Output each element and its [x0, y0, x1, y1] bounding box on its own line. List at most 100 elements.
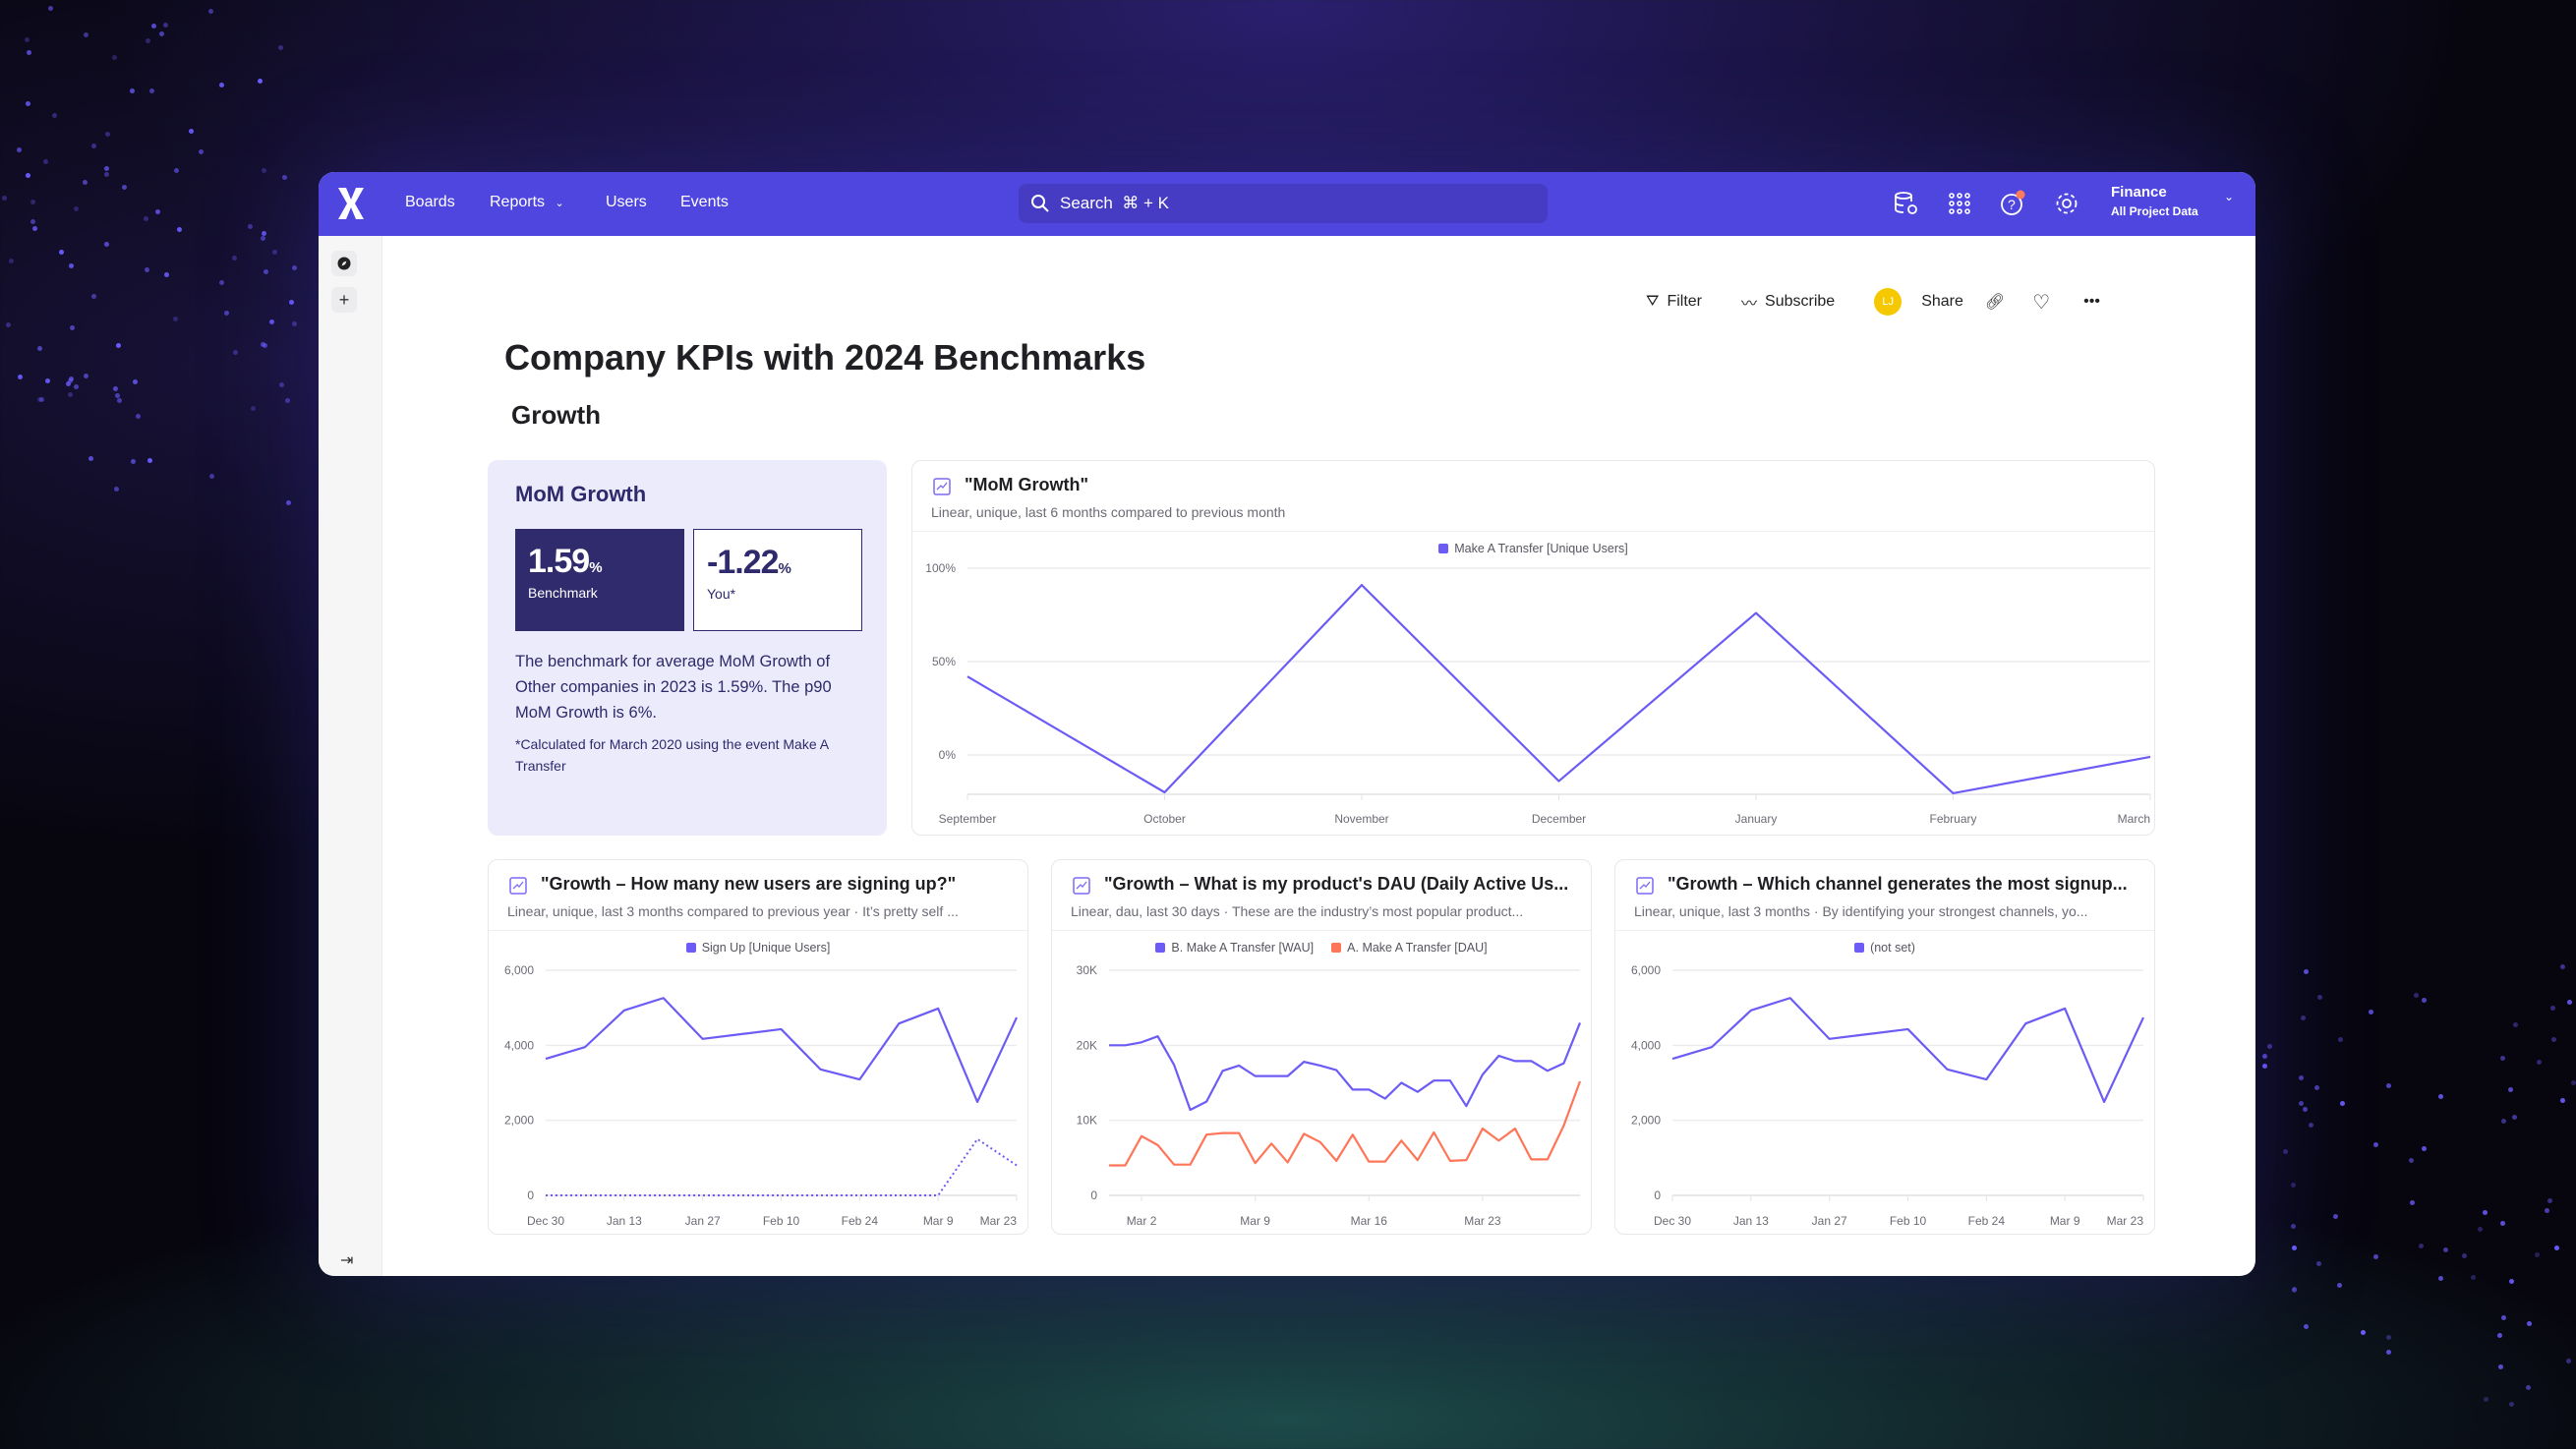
particle	[2483, 1396, 2488, 1402]
nav-users[interactable]: Users	[606, 194, 647, 210]
app-window: Boards Reports ⌄ Users Events Search ⌘ +…	[319, 172, 2255, 1276]
chart-card-signups[interactable]: "Growth – How many new users are signing…	[488, 859, 1028, 1235]
share-button[interactable]: Share	[1921, 293, 1963, 311]
settings-icon[interactable]	[2053, 190, 2080, 217]
chart-legend: Sign Up [Unique Users]	[489, 941, 1027, 955]
compass-icon[interactable]	[331, 251, 357, 276]
logo-icon[interactable]	[334, 186, 368, 221]
y-tick-label: 10K	[1077, 1114, 1097, 1128]
particle	[2339, 1101, 2345, 1107]
particle	[2535, 1252, 2540, 1258]
chevron-down-icon: ⌄	[2224, 190, 2235, 203]
particle	[188, 129, 194, 135]
particle	[36, 397, 42, 403]
more-icon[interactable]: •••	[2083, 293, 2100, 310]
particle	[90, 294, 96, 300]
particle	[2303, 1324, 2309, 1330]
chevron-down-icon: ⌄	[555, 198, 564, 209]
particle	[130, 88, 136, 94]
particle	[2419, 1243, 2425, 1248]
x-tick-label: Feb 24	[1968, 1214, 2006, 1228]
legend-label: B. Make A Transfer [WAU]	[1171, 941, 1315, 955]
project-selector[interactable]: Finance All Project Data ⌄	[2111, 184, 2234, 218]
benchmark-label: Benchmark	[528, 585, 598, 601]
you-unit: %	[778, 560, 791, 577]
project-scope: All Project Data	[2111, 204, 2198, 218]
particle	[2291, 1245, 2297, 1250]
chart-card-channels[interactable]: "Growth – Which channel generates the mo…	[1614, 859, 2155, 1235]
particle	[2316, 994, 2322, 1000]
card-divider	[912, 531, 2154, 532]
particle	[116, 342, 122, 348]
nav-events[interactable]: Events	[680, 194, 729, 210]
y-tick-label: 100%	[925, 561, 956, 575]
particle	[261, 230, 266, 236]
particle	[2422, 1146, 2428, 1152]
particle	[59, 249, 65, 255]
legend-swatch	[685, 943, 696, 953]
heart-icon[interactable]: ♡	[2032, 291, 2051, 314]
particle	[112, 54, 118, 60]
particle	[26, 172, 31, 178]
particle	[146, 37, 151, 43]
apps-grid-icon[interactable]	[1946, 190, 1973, 217]
particle	[277, 44, 283, 50]
particle	[2303, 968, 2309, 974]
particle	[133, 379, 139, 385]
search-input[interactable]: Search ⌘ + K	[1019, 184, 1548, 223]
benchmark-note: *Calculated for March 2020 using the eve…	[515, 736, 829, 774]
search-icon	[1031, 195, 1049, 212]
particle	[2336, 1283, 2342, 1289]
line-chart-icon	[933, 478, 951, 495]
add-icon[interactable]: +	[331, 287, 357, 313]
benchmark-value: 1.59	[528, 543, 590, 580]
particle	[43, 158, 49, 164]
particle	[146, 458, 152, 464]
particle	[2422, 998, 2428, 1004]
you-kpi: -1.22% You*	[693, 529, 862, 631]
particle	[82, 179, 88, 185]
particle	[2565, 1359, 2571, 1364]
nav-boards[interactable]: Boards	[405, 194, 455, 210]
x-tick-label: Mar 16	[1351, 1214, 1388, 1228]
particle	[39, 397, 45, 403]
x-tick-label: Jan 13	[1733, 1214, 1769, 1228]
x-tick-label: December	[1532, 812, 1586, 826]
y-tick-label: 2,000	[1631, 1114, 1661, 1128]
link-icon[interactable]: 🔗︎	[1984, 294, 2006, 311]
particle	[278, 381, 284, 387]
share-label: Share	[1921, 293, 1963, 310]
particle	[115, 392, 121, 398]
expand-sidebar-icon[interactable]: ⇥	[340, 1252, 354, 1269]
particle	[2512, 1022, 2518, 1028]
particle	[31, 225, 37, 231]
chart-subtitle: Linear, dau, last 30 days · These are th…	[1071, 903, 1524, 919]
particle	[68, 376, 74, 381]
x-tick-label: September	[939, 812, 997, 826]
particle	[288, 299, 294, 305]
particle	[2313, 1085, 2319, 1091]
help-icon[interactable]: ?	[1999, 190, 2026, 217]
chart-plot: 0 10K 20K 30K Mar 2 Mar 9 Mar 16 Mar 23	[1077, 963, 1582, 1228]
y-tick-label: 0	[1654, 1188, 1661, 1202]
database-settings-icon[interactable]	[1892, 190, 1919, 217]
chart-title: "MoM Growth"	[965, 475, 1089, 494]
particle	[2512, 1114, 2518, 1120]
particle	[103, 165, 109, 171]
particle	[2437, 1093, 2443, 1099]
nav-reports[interactable]: Reports ⌄	[490, 194, 564, 211]
chart-plot: 0 2,000 4,000 6,000 Dec 30 Jan 13 Jan 27 Feb 10…	[1631, 963, 2144, 1228]
y-tick-label: 6,000	[504, 963, 534, 977]
particle	[2477, 1226, 2483, 1232]
chart-card-dau[interactable]: "Growth – What is my product's DAU (Dail…	[1051, 859, 1592, 1235]
subscribe-button[interactable]: 〰 Subscribe	[1741, 290, 1835, 314]
particle	[2570, 1080, 2576, 1086]
particle	[233, 349, 239, 355]
filter-button[interactable]: ⛛ Filter	[1646, 293, 1702, 311]
avatar[interactable]: LJ	[1874, 288, 1903, 316]
particle	[2509, 1278, 2515, 1284]
x-tick-label: March	[2118, 812, 2150, 826]
particle	[145, 266, 150, 272]
particle	[30, 200, 36, 205]
chart-card-mom-growth[interactable]: "MoM Growth" Linear, unique, last 6 month…	[911, 460, 2155, 836]
